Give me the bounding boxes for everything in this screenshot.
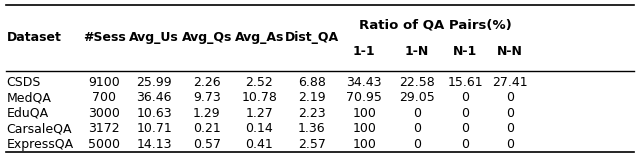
Text: Avg_Us: Avg_Us bbox=[129, 31, 179, 44]
Text: 36.46: 36.46 bbox=[136, 91, 172, 104]
Text: 14.13: 14.13 bbox=[136, 138, 172, 151]
Text: 6.88: 6.88 bbox=[298, 76, 326, 89]
Text: 1.36: 1.36 bbox=[298, 122, 326, 135]
Text: 0: 0 bbox=[506, 91, 514, 104]
Text: 34.43: 34.43 bbox=[346, 76, 382, 89]
Text: ExpressQA: ExpressQA bbox=[6, 138, 74, 151]
Text: 3000: 3000 bbox=[88, 107, 120, 120]
Text: 10.63: 10.63 bbox=[136, 107, 172, 120]
Text: 1-N: 1-N bbox=[404, 45, 429, 58]
Text: CarsaleQA: CarsaleQA bbox=[6, 122, 72, 135]
Text: 1-1: 1-1 bbox=[353, 45, 376, 58]
Text: 1.27: 1.27 bbox=[245, 107, 273, 120]
Text: 0: 0 bbox=[413, 122, 420, 135]
Text: 10.78: 10.78 bbox=[241, 91, 277, 104]
Text: 0.21: 0.21 bbox=[193, 122, 221, 135]
Text: 0.41: 0.41 bbox=[245, 138, 273, 151]
Text: N-1: N-1 bbox=[453, 45, 477, 58]
Text: 0: 0 bbox=[506, 107, 514, 120]
Text: 9.73: 9.73 bbox=[193, 91, 221, 104]
Text: 2.19: 2.19 bbox=[298, 91, 326, 104]
Text: Dist_QA: Dist_QA bbox=[285, 31, 339, 44]
Text: 0: 0 bbox=[461, 138, 469, 151]
Text: N-N: N-N bbox=[497, 45, 523, 58]
Text: 2.23: 2.23 bbox=[298, 107, 326, 120]
Text: 0: 0 bbox=[461, 107, 469, 120]
Text: Avg_Qs: Avg_Qs bbox=[182, 31, 232, 44]
Text: 1.29: 1.29 bbox=[193, 107, 221, 120]
Text: #Sess: #Sess bbox=[83, 31, 125, 44]
Text: 0: 0 bbox=[506, 122, 514, 135]
Text: 70.95: 70.95 bbox=[346, 91, 382, 104]
Text: 0: 0 bbox=[461, 122, 469, 135]
Text: 15.61: 15.61 bbox=[447, 76, 483, 89]
Text: 27.41: 27.41 bbox=[492, 76, 528, 89]
Text: 2.57: 2.57 bbox=[298, 138, 326, 151]
Text: EduQA: EduQA bbox=[6, 107, 49, 120]
Text: 0: 0 bbox=[461, 91, 469, 104]
Text: 2.52: 2.52 bbox=[245, 76, 273, 89]
Text: CSDS: CSDS bbox=[6, 76, 41, 89]
Text: 3172: 3172 bbox=[88, 122, 120, 135]
Text: Ratio of QA Pairs(%): Ratio of QA Pairs(%) bbox=[359, 18, 511, 31]
Text: 29.05: 29.05 bbox=[399, 91, 435, 104]
Text: Dataset: Dataset bbox=[6, 31, 61, 44]
Text: 0.14: 0.14 bbox=[245, 122, 273, 135]
Text: 0: 0 bbox=[506, 138, 514, 151]
Text: 10.71: 10.71 bbox=[136, 122, 172, 135]
Text: 9100: 9100 bbox=[88, 76, 120, 89]
Text: 5000: 5000 bbox=[88, 138, 120, 151]
Text: 100: 100 bbox=[352, 138, 376, 151]
Text: Avg_As: Avg_As bbox=[234, 31, 284, 44]
Text: 2.26: 2.26 bbox=[193, 76, 221, 89]
Text: 25.99: 25.99 bbox=[136, 76, 172, 89]
Text: 22.58: 22.58 bbox=[399, 76, 435, 89]
Text: MedQA: MedQA bbox=[6, 91, 51, 104]
Text: 100: 100 bbox=[352, 122, 376, 135]
Text: 0: 0 bbox=[413, 138, 420, 151]
Text: 100: 100 bbox=[352, 107, 376, 120]
Text: 0.57: 0.57 bbox=[193, 138, 221, 151]
Text: 0: 0 bbox=[413, 107, 420, 120]
Text: 700: 700 bbox=[92, 91, 116, 104]
